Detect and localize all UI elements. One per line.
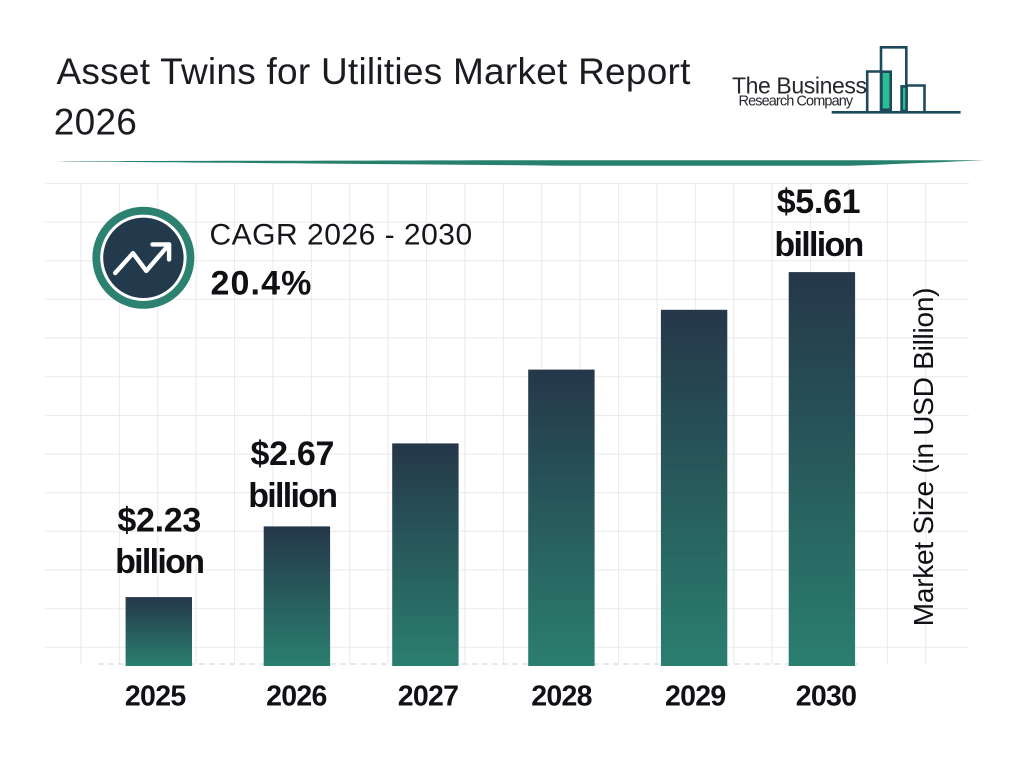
svg-text:2026: 2026	[54, 102, 137, 143]
svg-text:2025: 2025	[125, 681, 186, 713]
svg-text:2030: 2030	[796, 681, 857, 713]
svg-text:2029: 2029	[665, 681, 726, 713]
svg-text:billion: billion	[248, 477, 336, 515]
svg-text:$5.61: $5.61	[777, 183, 861, 221]
svg-text:Research Company: Research Company	[739, 93, 854, 109]
svg-text:2027: 2027	[398, 681, 459, 713]
svg-text:CAGR 2026 - 2030: CAGR 2026 - 2030	[210, 219, 473, 252]
svg-text:billion: billion	[774, 226, 862, 264]
svg-text:2026: 2026	[266, 681, 327, 713]
svg-text:2028: 2028	[531, 681, 592, 713]
svg-text:billion: billion	[115, 543, 203, 581]
svg-text:20.4%: 20.4%	[211, 265, 313, 303]
svg-text:The Business: The Business	[732, 72, 867, 98]
svg-text:$2.23: $2.23	[117, 502, 201, 540]
svg-text:Market Size (in USD Billion): Market Size (in USD Billion)	[908, 288, 939, 626]
svg-text:Asset Twins for Utilities Mark: Asset Twins for Utilities Market Report	[57, 51, 692, 92]
svg-text:$2.67: $2.67	[251, 435, 335, 473]
